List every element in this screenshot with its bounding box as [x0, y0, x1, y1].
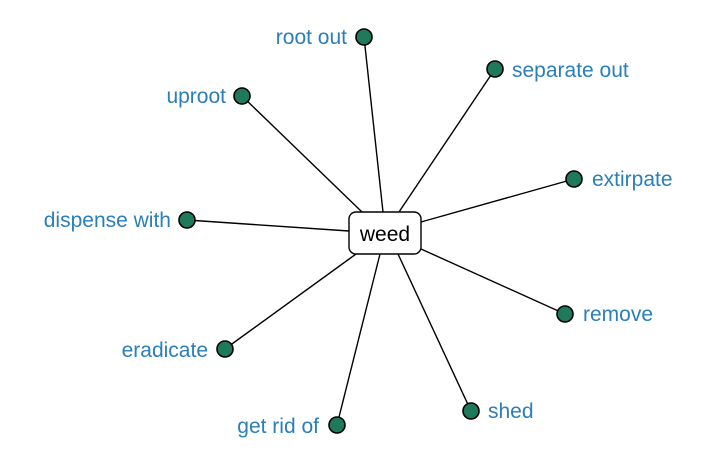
leaf-node-remove[interactable]: remove — [556, 303, 653, 326]
leaf-node-separate-out[interactable]: separate out — [486, 59, 629, 82]
leaf-node-dispense-with[interactable]: dispense with — [44, 209, 196, 232]
leaf-dot-shed — [462, 402, 480, 420]
edge-separate-out — [398, 68, 496, 213]
leaf-node-extirpate[interactable]: extirpate — [565, 168, 673, 191]
edges-layer — [186, 36, 575, 426]
leaf-label-shed: shed — [488, 400, 534, 423]
leaf-dot-get-rid-of — [328, 416, 346, 434]
edge-extirpate — [420, 178, 575, 223]
center-node-label: weed — [359, 223, 410, 246]
leaf-dot-dispense-with — [178, 211, 196, 229]
edge-root-out — [363, 36, 384, 213]
leaf-nodes-layer: root out separate out uproot extirpate dispe… — [44, 26, 673, 438]
leaf-node-shed[interactable]: shed — [462, 400, 534, 423]
leaf-label-root-out: root out — [276, 26, 347, 49]
leaf-node-uproot[interactable]: uproot — [166, 85, 251, 108]
center-node[interactable]: weed — [348, 211, 422, 255]
leaf-label-remove: remove — [583, 303, 653, 326]
edge-remove — [420, 248, 566, 315]
edge-shed — [397, 253, 472, 412]
leaf-dot-separate-out — [486, 60, 504, 78]
leaf-dot-extirpate — [565, 170, 583, 188]
leaf-node-root-out[interactable]: root out — [276, 26, 373, 49]
leaf-dot-remove — [556, 305, 574, 323]
leaf-label-separate-out: separate out — [512, 59, 629, 82]
leaf-label-uproot: uproot — [166, 85, 226, 108]
edge-dispense-with — [186, 219, 350, 232]
leaf-dot-root-out — [355, 28, 373, 46]
leaf-node-eradicate[interactable]: eradicate — [122, 339, 234, 362]
center-node-box — [348, 211, 422, 255]
edge-get-rid-of — [336, 253, 381, 426]
leaf-label-extirpate: extirpate — [592, 168, 673, 191]
edge-eradicate — [224, 253, 357, 350]
leaf-label-dispense-with: dispense with — [44, 209, 171, 232]
leaf-label-get-rid-of: get rid of — [237, 415, 319, 438]
leaf-node-get-rid-of[interactable]: get rid of — [237, 415, 346, 438]
leaf-label-eradicate: eradicate — [122, 339, 208, 362]
leaf-dot-uproot — [233, 87, 251, 105]
leaf-dot-eradicate — [216, 340, 234, 358]
edge-uproot — [241, 95, 363, 213]
